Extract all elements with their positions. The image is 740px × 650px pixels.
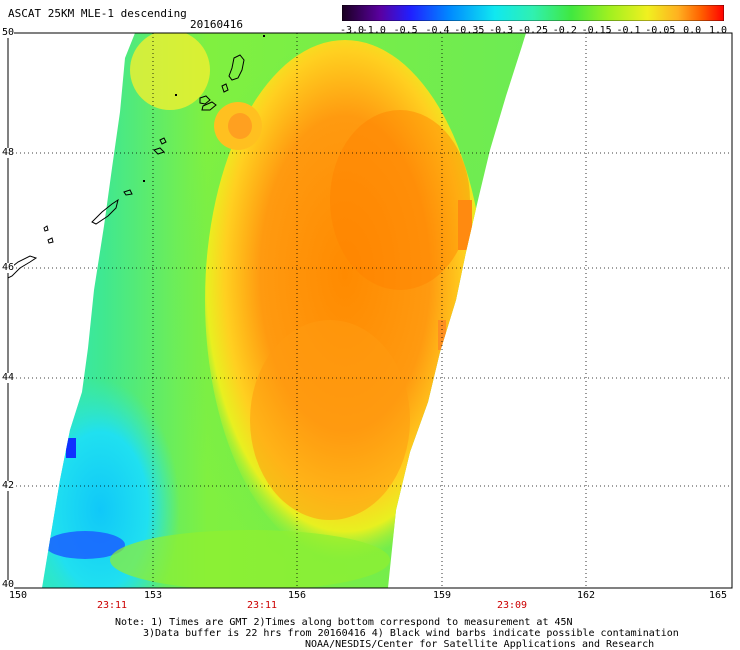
colorbar-tick-label: -0.05 (645, 25, 676, 36)
colorbar-tick-label: -0.25 (517, 25, 549, 36)
lon-label-150: 150 (9, 590, 28, 601)
lat-label-50: 50 (2, 27, 15, 38)
lat-label-40: 40 (2, 579, 15, 590)
colorbar-tick-label: -3.0 (339, 25, 365, 36)
colorbar-tick-label: 1.0 (708, 25, 728, 36)
colorbar-tick-label: -1.0 (361, 25, 386, 36)
colorbar-tick-label: -0.3 (489, 25, 514, 36)
colorbar (342, 5, 724, 21)
lon-label-156: 156 (287, 590, 307, 601)
colorbar-tick-label: -0.5 (393, 25, 418, 36)
lon-label-159: 159 (432, 590, 452, 601)
graticule (8, 33, 732, 588)
lat-label-48: 48 (2, 147, 15, 158)
time-label-3: 23:09 (496, 600, 528, 611)
lon-label-165: 165 (708, 590, 728, 601)
colorbar-tick-label: -0.4 (425, 25, 450, 36)
map-date: 20160416 (190, 18, 243, 31)
footer-note-1: Note: 1) Times are GMT 2)Times along bot… (115, 617, 573, 628)
footer-credit: NOAA/NESDIS/Center for Satellite Applica… (305, 639, 655, 650)
coast-dots (143, 35, 265, 182)
coastline (7, 54, 245, 279)
footer-note-2: 3)Data buffer is 22 hrs from 20160416 4)… (143, 628, 679, 639)
map-frame (7, 32, 733, 589)
colorbar-tick-label: -0.35 (454, 25, 485, 36)
time-label-2: 23:11 (246, 600, 278, 611)
lon-label-162: 162 (576, 590, 596, 601)
colorbar-tick-label: -0.15 (581, 25, 612, 36)
lat-label-42: 42 (2, 480, 15, 491)
colorbar-tick-label: -0.1 (616, 25, 641, 36)
colorbar-tick-label: -0.2 (552, 25, 577, 36)
colorbar-tick-label: 0.0 (683, 25, 702, 36)
lat-label-46: 46 (2, 262, 15, 273)
time-label-1: 23:11 (96, 600, 128, 611)
lat-label-44: 44 (2, 372, 15, 383)
lon-label-153: 153 (143, 590, 163, 601)
map-title: ASCAT 25KM MLE-1 descending (8, 7, 187, 20)
